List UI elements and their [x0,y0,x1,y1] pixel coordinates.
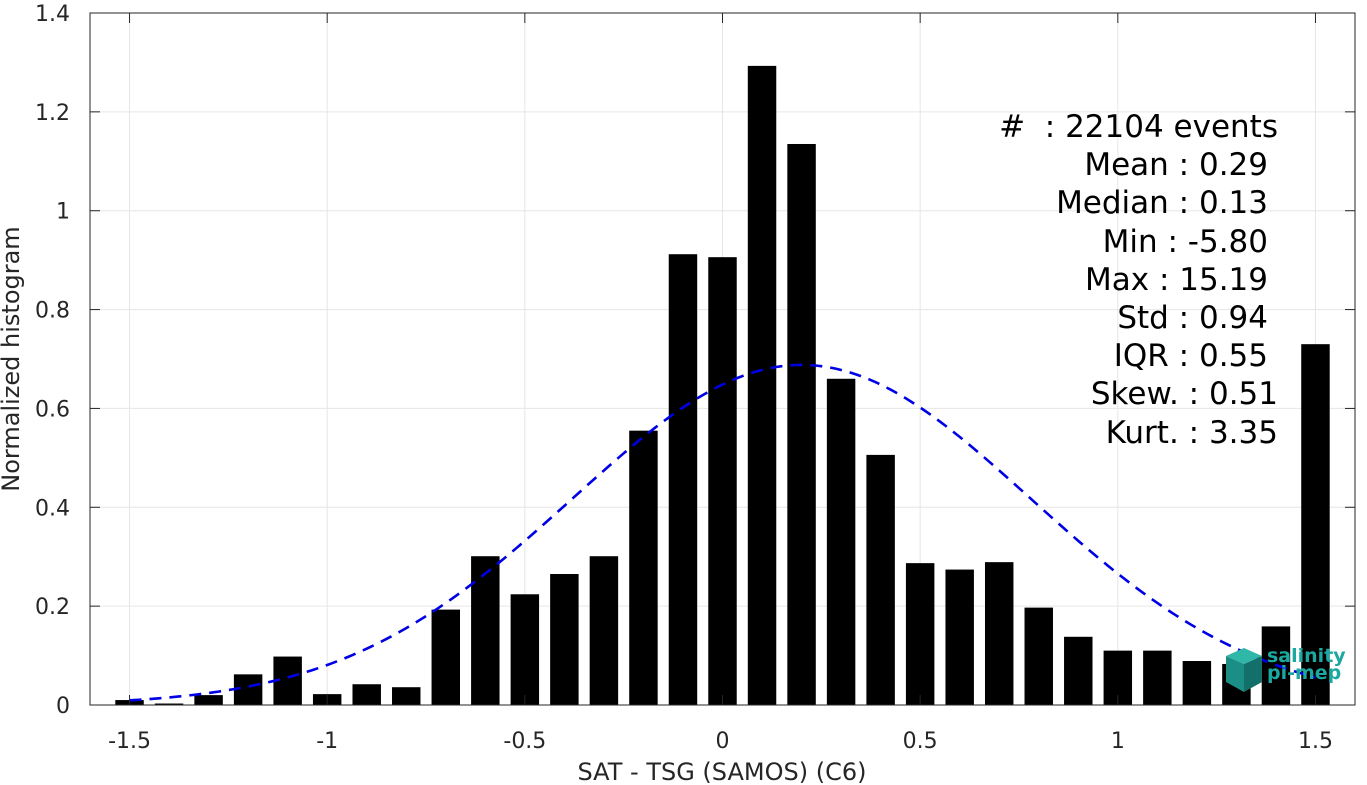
x-tick-label: -1.5 [108,729,151,754]
y-tick-label: 1 [56,200,70,225]
stat-skew: Skew. : 0.51 [1090,376,1278,413]
histogram-bar [431,609,461,705]
y-tick-label: 0.2 [35,595,70,620]
histogram-bar [1024,607,1053,705]
histogram-bar [787,143,816,705]
x-tick-label: 0.5 [903,729,938,754]
grid-lines [90,12,1355,706]
stat-kurt: Kurt. : 3.35 [1105,414,1278,451]
fit-curve [129,363,1316,702]
stat-min: Min : -5.80 [1102,223,1268,260]
histogram-bar [984,562,1014,705]
x-tick-label: 0 [716,729,730,754]
histogram-bar [945,569,974,705]
y-tick-label: 1.4 [35,2,70,27]
stat-max: Max : 15.19 [1085,261,1268,298]
histogram-bar [668,254,698,705]
x-tick-label: -1 [316,729,338,754]
x-tick-labels: -1.5 -1 -0.5 0 0.5 1 1.5 [108,729,1333,754]
stats-annotation: # : 22104 events Mean : 0.29 Median : 0.… [999,108,1278,452]
y-tick-label: 0.6 [35,397,70,422]
y-axis-label: Normalized histogram [0,226,25,491]
x-axis-label: SAT - TSG (SAMOS) (C6) [578,758,867,785]
axis-ticks [90,12,1355,706]
histogram-bar [1301,344,1330,705]
histogram-bars [115,65,1330,706]
histogram-bar [352,684,381,705]
x-tick-label: -0.5 [503,729,546,754]
histogram-bar [629,430,658,705]
histogram-bar [550,574,579,705]
stat-iqr: IQR : 0.55 [1113,338,1268,375]
histogram-bar [905,563,935,705]
histogram-bar [233,674,263,705]
y-tick-label: 1.2 [35,101,70,126]
histogram-bar [510,594,540,705]
histogram-bar [866,454,895,705]
logo-line1: salinity [1267,645,1346,667]
y-tick-labels: 0 0.2 0.4 0.6 0.8 1 1.2 1.4 [35,2,70,719]
salinity-pi-mep-logo: salinity pi-mep [1222,646,1352,694]
stat-mean: Mean : 0.29 [1084,147,1268,184]
histogram-bar [589,556,619,705]
histogram-bar [826,378,856,705]
histogram-bar [392,687,421,705]
stat-median: Median : 0.13 [1056,185,1268,222]
histogram-bar [747,65,777,706]
histogram-bar [1143,650,1172,705]
logo-cube-icon [1226,648,1262,692]
y-tick-label: 0.8 [35,299,70,324]
stat-std: Std : 0.94 [1117,300,1268,337]
histogram-bar [708,257,737,705]
histogram-bar [1064,636,1093,705]
x-tick-label: 1.5 [1298,729,1333,754]
logo-line2: pi-mep [1267,662,1342,684]
histogram-bar [154,703,184,705]
x-tick-label: 1 [1111,729,1125,754]
histogram-bar [194,695,223,705]
y-tick-label: 0 [56,694,70,719]
stat-events: # : 22104 events [999,109,1278,145]
y-tick-label: 0.4 [35,496,70,521]
histogram-bar [471,556,500,705]
histogram-bar [1182,661,1212,705]
